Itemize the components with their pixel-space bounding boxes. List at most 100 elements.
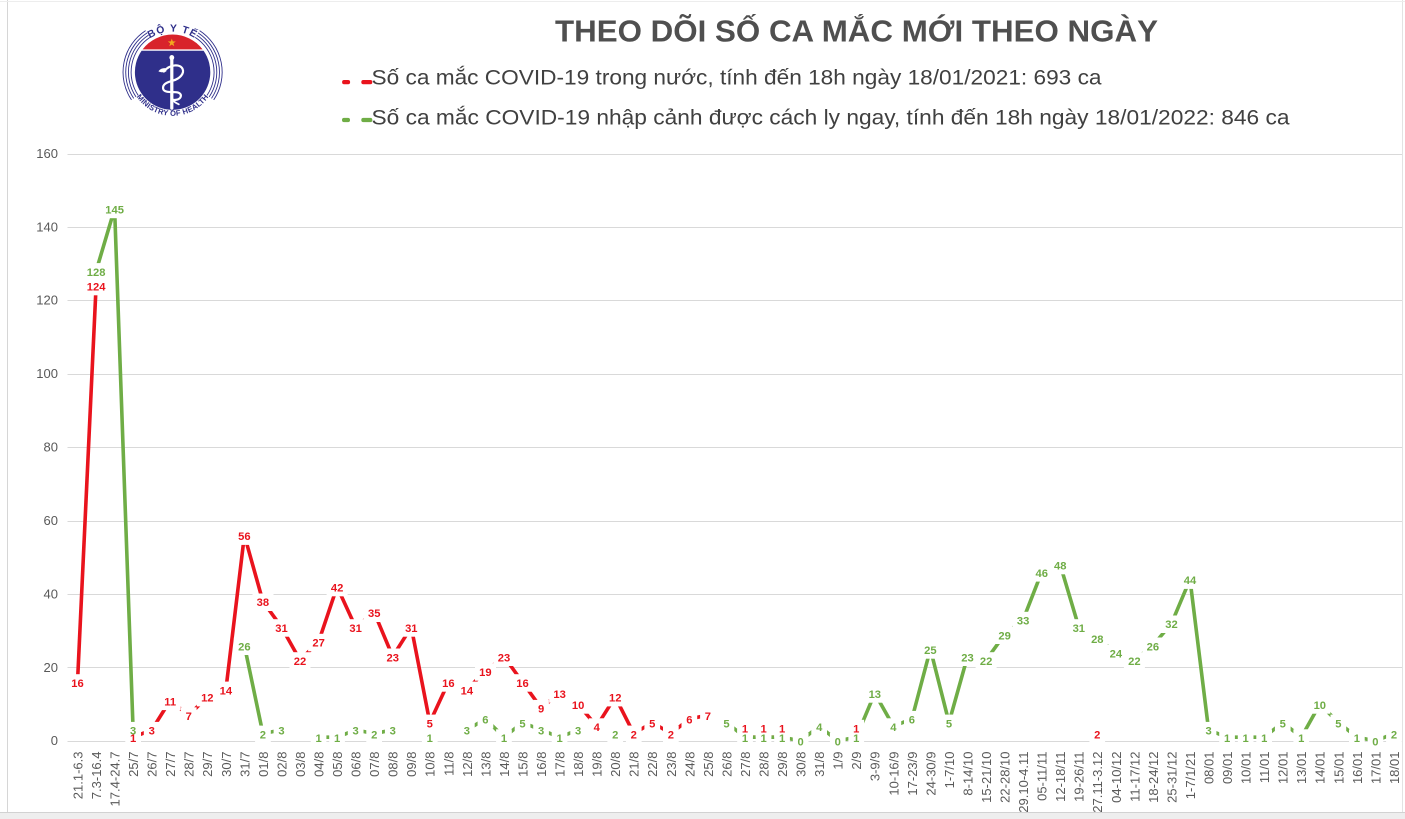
svg-text:140: 140	[36, 219, 58, 234]
svg-text:21/8: 21/8	[627, 752, 642, 777]
svg-text:31: 31	[275, 623, 287, 635]
svg-text:10/01: 10/01	[1239, 752, 1254, 785]
svg-text:17.4-24.7: 17.4-24.7	[108, 752, 123, 807]
svg-text:18/01: 18/01	[1387, 752, 1402, 785]
svg-text:2: 2	[668, 729, 674, 741]
svg-text:04/8: 04/8	[312, 752, 327, 777]
svg-text:14: 14	[461, 685, 474, 697]
svg-text:3: 3	[149, 726, 155, 738]
svg-text:23: 23	[386, 652, 398, 664]
svg-text:13: 13	[869, 689, 881, 701]
svg-text:42: 42	[331, 583, 343, 595]
svg-text:22-28/10: 22-28/10	[998, 752, 1013, 803]
svg-text:25/8: 25/8	[701, 752, 716, 777]
svg-text:27/8: 27/8	[738, 752, 753, 777]
svg-text:4: 4	[890, 722, 897, 734]
svg-text:1: 1	[315, 733, 321, 745]
svg-text:11/8: 11/8	[441, 752, 456, 776]
svg-text:48: 48	[1054, 561, 1066, 573]
svg-text:7: 7	[186, 711, 192, 723]
svg-text:31/8: 31/8	[812, 752, 827, 777]
svg-text:145: 145	[105, 205, 124, 217]
svg-text:3: 3	[538, 726, 544, 738]
svg-text:21.1-6.3: 21.1-6.3	[70, 752, 85, 800]
svg-text:30/8: 30/8	[794, 752, 809, 777]
svg-text:2: 2	[612, 729, 618, 741]
svg-text:11: 11	[164, 696, 176, 708]
svg-text:24: 24	[1110, 649, 1123, 661]
svg-text:1: 1	[742, 733, 748, 745]
svg-text:1: 1	[1261, 733, 1267, 745]
svg-text:16/01: 16/01	[1350, 752, 1365, 785]
svg-text:1-7/10: 1-7/10	[942, 752, 957, 789]
svg-text:12/8: 12/8	[460, 752, 475, 777]
svg-text:28: 28	[1091, 634, 1103, 646]
svg-text:120: 120	[36, 293, 58, 308]
svg-text:56: 56	[238, 531, 250, 543]
svg-text:19-26/11: 19-26/11	[1072, 752, 1087, 802]
svg-text:11/01: 11/01	[1257, 752, 1272, 784]
svg-text:07/8: 07/8	[367, 752, 382, 777]
svg-text:30/7: 30/7	[219, 752, 234, 777]
svg-text:23/8: 23/8	[664, 752, 679, 777]
svg-text:1: 1	[427, 733, 433, 745]
svg-text:1: 1	[1298, 733, 1304, 745]
svg-text:28/7: 28/7	[182, 752, 197, 777]
svg-text:27: 27	[312, 638, 324, 650]
svg-text:5: 5	[946, 718, 952, 730]
svg-text:16: 16	[516, 678, 528, 690]
svg-text:6: 6	[482, 715, 488, 727]
svg-text:2: 2	[1391, 729, 1397, 741]
svg-text:2/9: 2/9	[849, 752, 864, 770]
svg-text:31/7: 31/7	[237, 752, 252, 777]
svg-text:18/8: 18/8	[571, 752, 586, 777]
svg-text:BỘ Y TẾ: BỘ Y TẾ	[146, 22, 200, 41]
svg-text:80: 80	[44, 440, 58, 455]
svg-text:15/8: 15/8	[515, 752, 530, 777]
svg-text:1: 1	[742, 724, 748, 736]
svg-text:1: 1	[1242, 733, 1248, 745]
svg-text:09/8: 09/8	[404, 752, 419, 777]
svg-text:46: 46	[1035, 568, 1047, 580]
svg-text:THEO DÕI SỐ CA MẮC MỚI THEO NG: THEO DÕI SỐ CA MẮC MỚI THEO NGÀY	[555, 13, 1158, 49]
svg-text:08/8: 08/8	[386, 752, 401, 777]
svg-text:5: 5	[723, 718, 729, 730]
svg-text:20/8: 20/8	[608, 752, 623, 777]
svg-text:32: 32	[1165, 619, 1177, 631]
svg-text:16: 16	[71, 678, 83, 690]
svg-text:15-21/10: 15-21/10	[979, 752, 994, 803]
svg-text:3: 3	[352, 726, 358, 738]
svg-text:1/9: 1/9	[831, 752, 846, 770]
svg-text:0: 0	[51, 733, 58, 748]
svg-text:3-9/9: 3-9/9	[868, 752, 883, 782]
svg-text:5: 5	[649, 718, 655, 730]
svg-text:16: 16	[442, 678, 454, 690]
svg-text:1: 1	[760, 724, 766, 736]
svg-text:60: 60	[44, 513, 58, 528]
svg-text:14/01: 14/01	[1313, 752, 1328, 785]
svg-text:8-14/10: 8-14/10	[960, 752, 975, 796]
svg-text:128: 128	[87, 267, 106, 279]
svg-text:25: 25	[924, 645, 936, 657]
svg-text:05-11/11: 05-11/11	[1035, 752, 1050, 801]
svg-text:1: 1	[1224, 733, 1230, 745]
svg-text:10: 10	[572, 700, 584, 712]
svg-text:124: 124	[87, 282, 106, 294]
svg-text:27.11-3.12: 27.11-3.12	[1090, 752, 1105, 813]
svg-text:04-10/12: 04-10/12	[1109, 752, 1124, 803]
svg-text:7.3-16.4: 7.3-16.4	[89, 752, 104, 800]
svg-text:12: 12	[201, 693, 213, 705]
svg-text:29/8: 29/8	[775, 752, 790, 777]
svg-text:33: 33	[1017, 616, 1029, 628]
svg-text:160: 160	[36, 146, 58, 161]
svg-text:4: 4	[594, 722, 601, 734]
svg-text:5: 5	[1335, 718, 1341, 730]
svg-text:1: 1	[779, 733, 785, 745]
svg-text:14/8: 14/8	[497, 752, 512, 777]
svg-text:29/7: 29/7	[200, 752, 215, 777]
svg-text:38: 38	[257, 597, 269, 609]
svg-text:2: 2	[631, 729, 637, 741]
svg-text:31: 31	[349, 623, 361, 635]
svg-text:17/8: 17/8	[553, 752, 568, 777]
svg-text:27/7: 27/7	[163, 752, 178, 777]
